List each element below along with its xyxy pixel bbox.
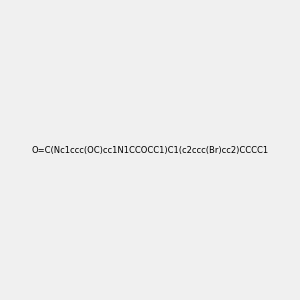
- Text: O=C(Nc1ccc(OC)cc1N1CCOCC1)C1(c2ccc(Br)cc2)CCCC1: O=C(Nc1ccc(OC)cc1N1CCOCC1)C1(c2ccc(Br)cc…: [32, 146, 268, 154]
